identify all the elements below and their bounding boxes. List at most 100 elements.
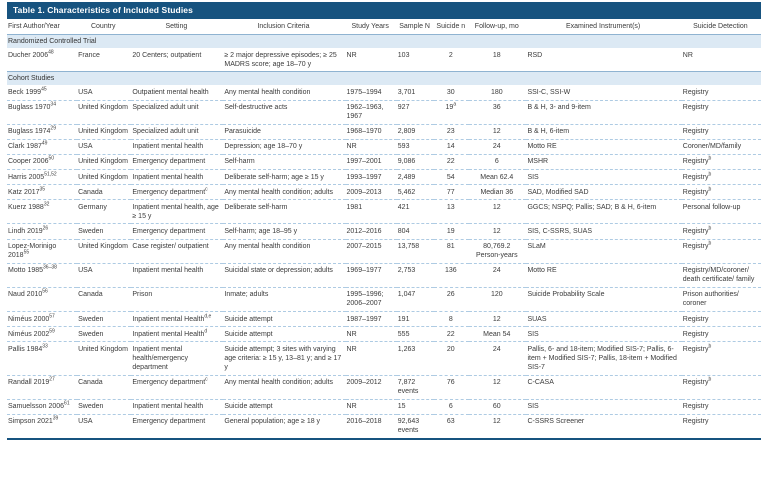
cell-instruments: SIS (526, 398, 682, 415)
section-row: Randomized Controlled Trial (7, 34, 761, 49)
cell-author: Beck 199945 (8, 86, 47, 96)
cell-detection: Registry (681, 413, 761, 439)
cell-country: United Kingdom (77, 99, 132, 125)
cell-followup: 80,769.2 Person-years (469, 238, 527, 264)
cell-sample: 927 (396, 99, 435, 125)
cell-country: USA (78, 88, 93, 96)
cell-instruments: C-SSRS Screener (526, 413, 682, 439)
column-header-followup: Follow-up, mo (474, 23, 519, 30)
cell-inclusion: ≥ 2 major depressive episodes; ≥ 25 MADR… (224, 51, 337, 68)
cell-inclusion: Suicide attempt (223, 311, 346, 327)
cell-years: 1997–2001 (345, 153, 397, 170)
cell-instruments: SIS, C-SSRS, SUAS (526, 223, 682, 239)
cell-detection: Registry (682, 88, 709, 96)
column-header-inclusion: Inclusion Criteria (257, 23, 310, 30)
cell-inclusion: Self-harm; age 18–95 y (223, 223, 346, 239)
cell-country: Canada (77, 374, 132, 400)
cell-author: Harris 200551,52 (7, 169, 78, 185)
cell-detection: Registryb (681, 341, 761, 376)
cell-followup: 60 (469, 398, 527, 415)
cell-author: Motto 198536–38 (7, 262, 78, 288)
cell-instruments: GGCS; NSPQ; Pallis; SAD; B & H, 6-item (526, 199, 682, 224)
cell-years: 1993–1997 (345, 169, 397, 185)
cell-suicide: 23 (434, 123, 470, 140)
cell-inclusion: Suicide attempt (223, 326, 346, 342)
cell-sample: 593 (396, 138, 435, 155)
cell-setting: Inpatient mental health, age ≥ 15 y (131, 199, 224, 224)
cell-years: 2016–2018 (345, 413, 397, 439)
cell-years: 2012–2016 (345, 223, 397, 239)
cell-followup: 6 (469, 153, 527, 170)
cell-inclusion: Any mental health condition (224, 88, 311, 96)
cell-instruments: C-CASA (526, 374, 682, 400)
cell-suicide: 81 (434, 238, 470, 264)
cell-author: Niméus 200057 (7, 311, 78, 327)
table-row: Buglass 197034 United Kingdom Specialized … (7, 99, 761, 125)
cell-detection: NR (682, 51, 693, 59)
cell-suicide: 6 (434, 398, 470, 415)
column-header-setting: Setting (165, 23, 188, 30)
cell-detection: Registryb (681, 153, 761, 170)
cell-years: 1981 (345, 199, 397, 224)
cell-country: Sweden (77, 398, 132, 415)
cell-followup: 12 (469, 311, 527, 327)
cell-author: Randall 201927 (7, 374, 78, 400)
table-row: Harris 200551,52 United Kingdom Inpatient … (7, 169, 761, 185)
cell-suicide: 20 (434, 341, 470, 376)
cell-detection: Registryb (681, 223, 761, 239)
cell-detection: Registryb (681, 169, 761, 185)
cell-instruments: SAD, Modified SAD (526, 184, 682, 200)
table-row: Lopez-Morinigo 201855 United Kingdom Case … (7, 238, 761, 264)
column-header-suicide: Suicide n (436, 23, 466, 30)
cell-sample: 1,047 (396, 286, 435, 312)
table-row: Naud 201056 Canada Prison Inmate; adults 199… (7, 286, 761, 312)
cell-detection: Registryb (681, 374, 761, 400)
cell-followup: 24 (469, 262, 527, 288)
cell-setting: Inpatient mental health (131, 398, 224, 415)
table-row: Beck 199945 USA Outpatient mental health An… (7, 85, 761, 100)
cell-suicide: 22 (434, 326, 470, 342)
cell-setting: Specialized adult unit (131, 99, 224, 125)
cell-sample: 2,809 (396, 123, 435, 140)
table-row: Cooper 200650 United Kingdom Emergency dep… (7, 153, 761, 170)
cell-inclusion: Suicidal state or depression; adults (223, 262, 346, 288)
cell-suicide: 30 (446, 88, 455, 96)
column-header-country: Country (90, 23, 116, 30)
cell-years: 1968–1970 (345, 123, 397, 140)
cell-detection: Registryb (681, 238, 761, 264)
cell-detection: Registry/MD/coroner/ death certificate/ … (681, 262, 761, 288)
cell-author: Buglass 197429 (7, 123, 78, 140)
cell-setting: Case register/ outpatient (131, 238, 224, 264)
cell-followup: Mean 62.4 (469, 169, 527, 185)
cell-detection: Prison authorities/ coroner (681, 286, 761, 312)
cell-author: Ducher 200648 (8, 49, 54, 59)
cell-setting: Emergency department (131, 223, 224, 239)
cell-followup: 24 (469, 341, 527, 376)
cell-sample: 804 (396, 223, 435, 239)
cell-inclusion: Any mental health condition (223, 238, 346, 264)
cell-instruments: MSHR (526, 153, 682, 170)
cell-years: 2007–2015 (345, 238, 397, 264)
cell-sample: 103 (397, 51, 410, 59)
cell-country: Canada (77, 286, 132, 312)
cell-author: Kuerz 198832 (7, 199, 78, 224)
cell-setting: Emergency department (131, 413, 224, 439)
cell-instruments: SLaM (526, 238, 682, 264)
cell-followup: 12 (469, 223, 527, 239)
table-row: Randall 201927 Canada Emergency department… (7, 374, 761, 400)
header-row: First Author/Year Country Setting Inclusion… (7, 19, 761, 35)
cell-country: Sweden (77, 223, 132, 239)
cell-author: Samuelsson 200661 (7, 398, 78, 415)
cell-suicide: 54 (434, 169, 470, 185)
column-header-sample: Sample N (399, 23, 430, 30)
cell-sample: 9,086 (396, 153, 435, 170)
cell-setting: Inpatient mental health/emergency depart… (131, 341, 224, 376)
cell-instruments: SUAS (526, 311, 682, 327)
cell-suicide: 76 (434, 374, 470, 400)
cell-sample: 15 (396, 398, 435, 415)
cell-years: 2009–2013 (345, 184, 397, 200)
cell-years: NR (345, 341, 397, 376)
cell-inclusion: Self-harm (223, 153, 346, 170)
cell-author: Clark 198749 (7, 138, 78, 155)
